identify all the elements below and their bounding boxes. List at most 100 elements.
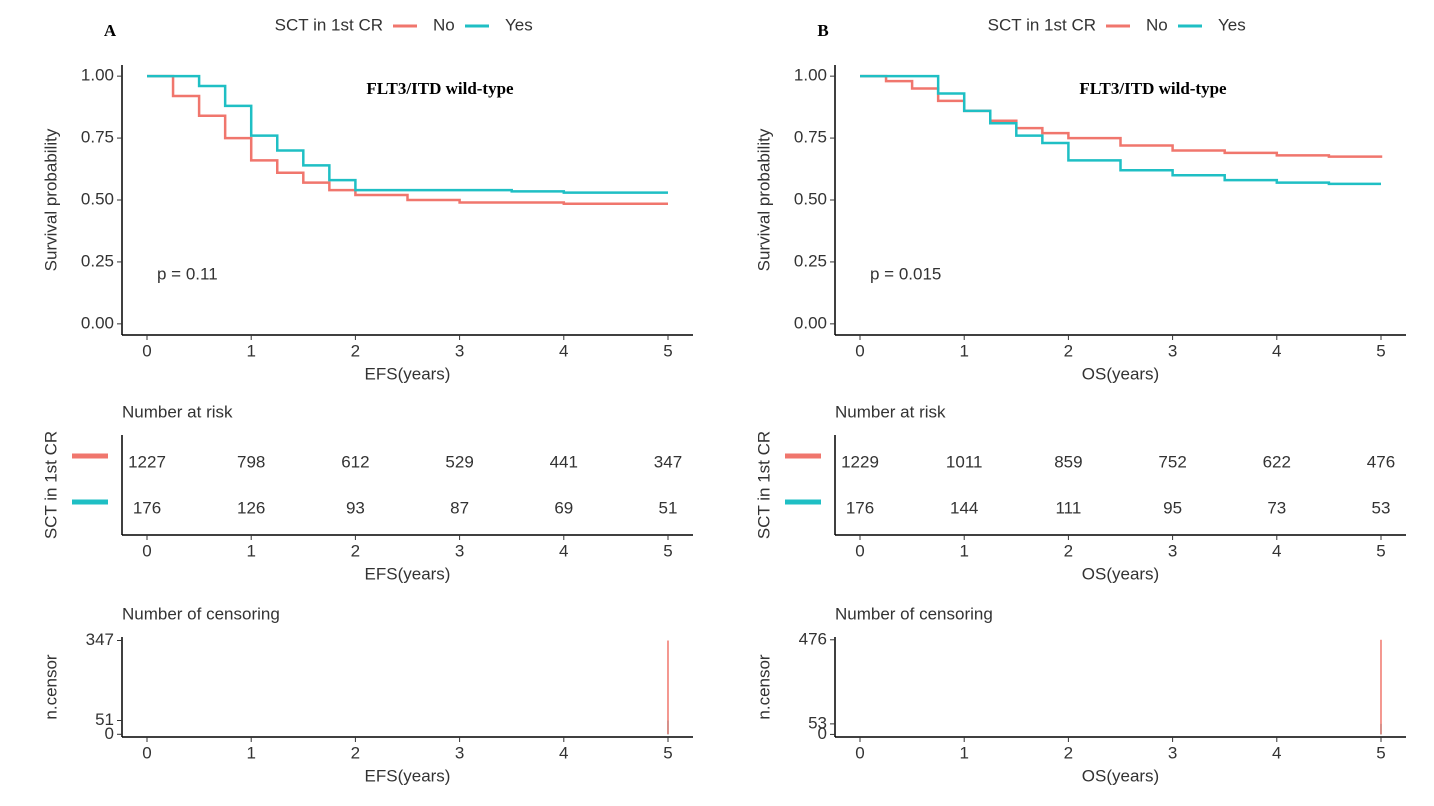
x-tick-label: 3 xyxy=(455,341,464,360)
panel-label: A xyxy=(104,21,117,40)
x-tick-label: 0 xyxy=(142,541,151,560)
y-axis-label: n.censor xyxy=(41,654,60,720)
risk-count: 51 xyxy=(659,498,678,517)
risk-count: 111 xyxy=(1055,498,1081,517)
risk-count: 176 xyxy=(846,498,874,517)
y-tick-label: 0.75 xyxy=(81,128,114,147)
x-tick-label: 2 xyxy=(1064,743,1073,762)
risk-count: 529 xyxy=(445,452,473,471)
x-tick-label: 4 xyxy=(1272,743,1281,762)
x-tick-label: 1 xyxy=(959,341,968,360)
x-tick-label: 5 xyxy=(1376,341,1385,360)
x-axis-label: OS(years) xyxy=(1082,364,1159,383)
y-axis-label: SCT in 1st CR xyxy=(754,431,773,539)
legend-title: SCT in 1st CR xyxy=(275,15,383,34)
y-tick-label: 0.00 xyxy=(81,313,114,332)
risk-count: 95 xyxy=(1163,498,1182,517)
y-tick-label: 0 xyxy=(105,724,114,743)
x-tick-label: 0 xyxy=(855,743,864,762)
x-tick-label: 2 xyxy=(351,541,360,560)
chart-title: FLT3/ITD wild-type xyxy=(1079,79,1227,98)
risk-count: 93 xyxy=(346,498,365,517)
x-tick-label: 3 xyxy=(1168,541,1177,560)
panel-label: B xyxy=(817,21,828,40)
legend-label: No xyxy=(433,15,455,34)
section-title: Number of censoring xyxy=(122,604,280,623)
x-tick-label: 2 xyxy=(1064,341,1073,360)
risk-count: 622 xyxy=(1263,452,1291,471)
section-title: Number of censoring xyxy=(835,604,993,623)
x-tick-label: 2 xyxy=(1064,541,1073,560)
risk-count: 176 xyxy=(133,498,161,517)
y-tick-label: 53 xyxy=(808,713,827,732)
x-tick-label: 0 xyxy=(855,341,864,360)
y-tick-label: 0.00 xyxy=(794,313,827,332)
section-title: Number at risk xyxy=(835,402,946,421)
x-tick-label: 3 xyxy=(455,541,464,560)
x-tick-label: 1 xyxy=(959,743,968,762)
x-tick-label: 1 xyxy=(959,541,968,560)
p-value: p = 0.11 xyxy=(157,264,218,283)
x-tick-label: 1 xyxy=(246,743,255,762)
x-tick-label: 3 xyxy=(455,743,464,762)
legend-label: No xyxy=(1146,15,1168,34)
legend-label: Yes xyxy=(505,15,533,34)
x-tick-label: 4 xyxy=(559,541,568,560)
x-tick-label: 4 xyxy=(1272,341,1281,360)
risk-count: 69 xyxy=(554,498,573,517)
x-axis-label: EFS(years) xyxy=(365,564,451,583)
chart-title: FLT3/ITD wild-type xyxy=(366,79,514,98)
x-tick-label: 5 xyxy=(1376,541,1385,560)
x-axis-label: OS(years) xyxy=(1082,766,1159,785)
x-tick-label: 5 xyxy=(663,743,672,762)
legend-title: SCT in 1st CR xyxy=(988,15,1096,34)
x-tick-label: 0 xyxy=(142,743,151,762)
survival-curve xyxy=(147,74,668,194)
risk-count: 73 xyxy=(1267,498,1286,517)
x-tick-label: 1 xyxy=(246,341,255,360)
y-tick-label: 1.00 xyxy=(81,66,114,85)
y-tick-label: 0.25 xyxy=(794,251,827,270)
x-tick-label: 4 xyxy=(1272,541,1281,560)
risk-count: 476 xyxy=(1367,452,1395,471)
risk-count: 126 xyxy=(237,498,265,517)
risk-count: 752 xyxy=(1158,452,1186,471)
legend-label: Yes xyxy=(1218,15,1246,34)
x-tick-label: 0 xyxy=(855,541,864,560)
survival-curve xyxy=(147,74,668,205)
x-tick-label: 4 xyxy=(559,341,568,360)
x-tick-label: 3 xyxy=(1168,743,1177,762)
risk-count: 441 xyxy=(550,452,578,471)
section-title: Number at risk xyxy=(122,402,233,421)
y-axis-label: SCT in 1st CR xyxy=(41,431,60,539)
y-tick-label: 1.00 xyxy=(794,66,827,85)
x-axis-label: OS(years) xyxy=(1082,564,1159,583)
y-axis-label: Survival probability xyxy=(41,128,60,271)
y-tick-label: 51 xyxy=(95,710,114,729)
survival-curve xyxy=(860,74,1383,158)
x-tick-label: 1 xyxy=(246,541,255,560)
survival-curve xyxy=(860,74,1381,186)
y-tick-label: 0.75 xyxy=(794,128,827,147)
x-tick-label: 2 xyxy=(351,341,360,360)
risk-count: 347 xyxy=(654,452,682,471)
x-tick-label: 5 xyxy=(1376,743,1385,762)
y-axis-label: Survival probability xyxy=(754,128,773,271)
risk-count: 1227 xyxy=(128,452,166,471)
x-tick-label: 3 xyxy=(1168,341,1177,360)
y-tick-label: 0.50 xyxy=(794,189,827,208)
y-tick-label: 347 xyxy=(86,630,114,649)
risk-count: 144 xyxy=(950,498,978,517)
x-tick-label: 5 xyxy=(663,341,672,360)
p-value: p = 0.015 xyxy=(870,264,941,283)
y-tick-label: 476 xyxy=(799,629,827,648)
y-tick-label: 0.50 xyxy=(81,189,114,208)
risk-count: 1229 xyxy=(841,452,879,471)
x-tick-label: 4 xyxy=(559,743,568,762)
x-axis-label: EFS(years) xyxy=(365,364,451,383)
risk-count: 87 xyxy=(450,498,469,517)
risk-count: 1011 xyxy=(946,452,983,471)
x-axis-label: EFS(years) xyxy=(365,766,451,785)
risk-count: 798 xyxy=(237,452,265,471)
